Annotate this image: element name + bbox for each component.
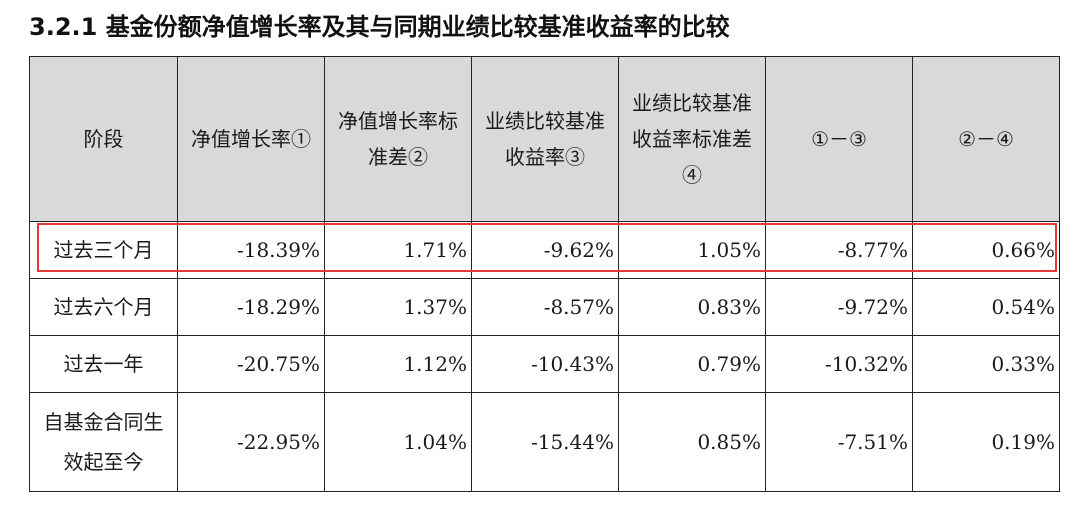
value-cell: -18.29%: [177, 278, 325, 336]
value-cell: -10.43%: [471, 335, 619, 393]
header-benchmark-std: 业绩比较基准收益率标准差④: [618, 56, 766, 222]
value-cell: -9.72%: [765, 278, 913, 336]
stage-cell: 过去三个月: [29, 221, 178, 279]
table-row: 过去三个月 -18.39% 1.71% -9.62% 1.05% -8.77% …: [29, 221, 1060, 279]
value-cell: 0.83%: [618, 278, 766, 336]
table-row: 过去一年 -20.75% 1.12% -10.43% 0.79% -10.32%…: [29, 335, 1060, 393]
value-cell: -15.44%: [471, 392, 619, 492]
value-cell: 1.05%: [618, 221, 766, 279]
header-diff-1-3: ①－③: [765, 56, 913, 222]
value-cell: 1.71%: [324, 221, 472, 279]
value-cell: 0.19%: [912, 392, 1060, 492]
header-stage: 阶段: [29, 56, 178, 222]
table-header-row: 阶段 净值增长率① 净值增长率标准差② 业绩比较基准收益率③ 业绩比较基准收益率…: [29, 56, 1060, 222]
value-cell: 0.85%: [618, 392, 766, 492]
value-cell: 0.33%: [912, 335, 1060, 393]
value-cell: -20.75%: [177, 335, 325, 393]
value-cell: 1.37%: [324, 278, 472, 336]
header-nav-growth-std: 净值增长率标准差②: [324, 56, 472, 222]
header-diff-2-4: ②－④: [912, 56, 1060, 222]
value-cell: -8.57%: [471, 278, 619, 336]
stage-cell: 过去六个月: [29, 278, 178, 336]
value-cell: 0.79%: [618, 335, 766, 393]
stage-cell: 自基金合同生效起至今: [29, 392, 178, 492]
value-cell: 1.12%: [324, 335, 472, 393]
value-cell: 0.66%: [912, 221, 1060, 279]
value-cell: -22.95%: [177, 392, 325, 492]
stage-cell: 过去一年: [29, 335, 178, 393]
table-row: 自基金合同生效起至今 -22.95% 1.04% -15.44% 0.85% -…: [29, 392, 1060, 492]
header-benchmark-return: 业绩比较基准收益率③: [471, 56, 619, 222]
value-cell: -7.51%: [765, 392, 913, 492]
value-cell: 1.04%: [324, 392, 472, 492]
value-cell: -10.32%: [765, 335, 913, 393]
value-cell: 0.54%: [912, 278, 1060, 336]
performance-comparison-table: 阶段 净值增长率① 净值增长率标准差② 业绩比较基准收益率③ 业绩比较基准收益率…: [29, 56, 1060, 492]
value-cell: -8.77%: [765, 221, 913, 279]
table-row: 过去六个月 -18.29% 1.37% -8.57% 0.83% -9.72% …: [29, 278, 1060, 336]
header-nav-growth: 净值增长率①: [177, 56, 325, 222]
value-cell: -9.62%: [471, 221, 619, 279]
value-cell: -18.39%: [177, 221, 325, 279]
section-title: 3.2.1 基金份额净值增长率及其与同期业绩比较基准收益率的比较: [29, 13, 730, 41]
